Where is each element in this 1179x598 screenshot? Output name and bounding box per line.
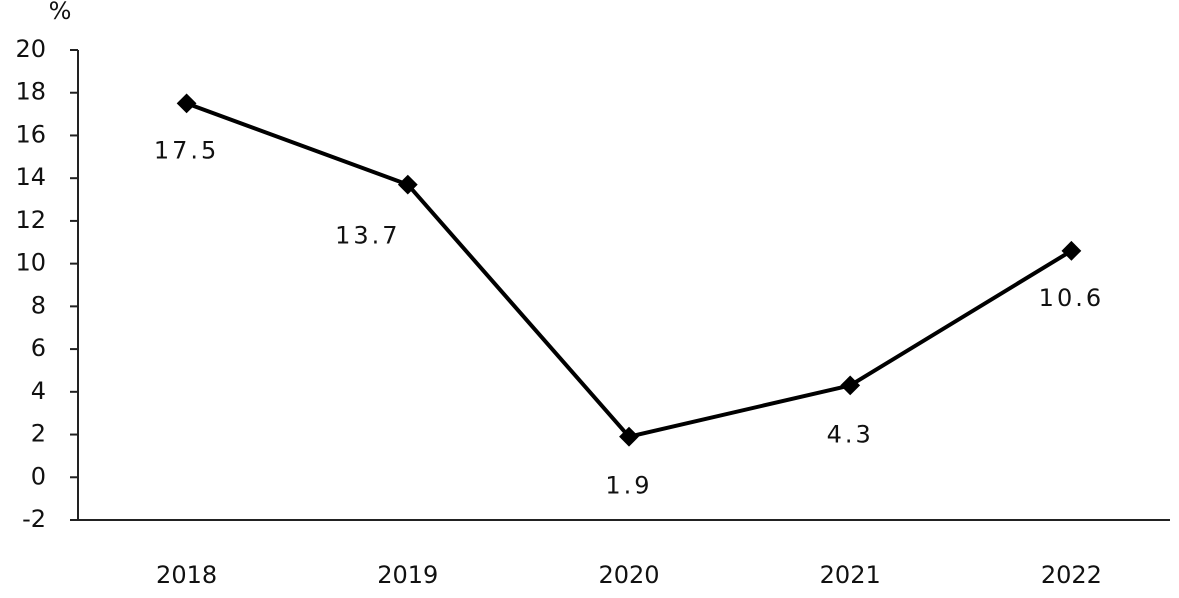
line	[185, 101, 1073, 439]
marker	[397, 174, 418, 195]
x-tick-label: 2021	[820, 561, 881, 589]
y-tick-label: -2	[22, 505, 46, 533]
marker	[619, 426, 639, 447]
y-tick-label: 10	[15, 249, 46, 277]
marker	[840, 375, 861, 396]
x-tick-label: 2018	[156, 561, 217, 589]
data-label: 17.5	[154, 136, 219, 164]
marker	[1061, 240, 1082, 261]
y-tick-label: 18	[15, 78, 46, 106]
y-tick-label: 2	[31, 420, 46, 448]
marker	[176, 93, 197, 114]
y-tick-label: 20	[15, 35, 46, 63]
x-tick-label: 2019	[377, 561, 438, 589]
data-label: 13.7	[335, 222, 400, 250]
y-axis-label: %	[49, 0, 72, 25]
y-tick-label: 8	[31, 291, 46, 319]
y-tick-label: 16	[15, 120, 46, 148]
y-tick-label: 0	[31, 462, 46, 490]
y-tick-label: 4	[31, 377, 46, 405]
y-tick-label: 6	[31, 334, 46, 362]
y-tick-label: 12	[15, 206, 46, 234]
data-label: 1.9	[605, 472, 652, 500]
x-tick-label: 2020	[598, 561, 659, 589]
data-label: 4.3	[827, 420, 874, 448]
y-tick-label: 14	[15, 163, 46, 191]
data-label: 10.6	[1039, 284, 1104, 312]
x-tick-label: 2022	[1041, 561, 1102, 589]
